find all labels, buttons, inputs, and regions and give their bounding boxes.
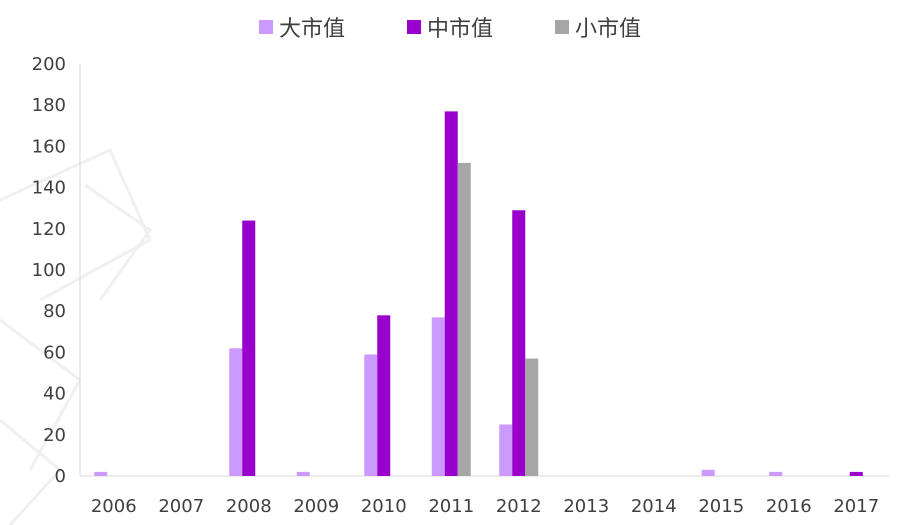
bar [229, 348, 243, 476]
watermark-stroke [84, 183, 153, 301]
x-tick-label: 2008 [226, 496, 272, 517]
bar [431, 317, 445, 476]
legend-swatch-large-cap [258, 20, 273, 34]
y-tick-label: 80 [43, 301, 66, 322]
y-tick-label: 20 [43, 425, 66, 446]
chart-legend: 大市值 中市值 小市值 [0, 10, 900, 44]
bar [525, 358, 539, 476]
bar [94, 471, 108, 476]
bar [377, 315, 391, 476]
x-tick-label: 2017 [833, 496, 879, 517]
bar [296, 471, 310, 476]
legend-swatch-small-cap [555, 20, 569, 34]
bar [499, 424, 513, 476]
x-tick-label: 2011 [428, 496, 474, 517]
x-tick-label: 2006 [91, 496, 137, 517]
y-tick-label: 160 [32, 136, 66, 157]
y-tick-label: 120 [32, 219, 66, 240]
x-tick-label: 2013 [563, 496, 609, 517]
bar [457, 162, 471, 476]
watermark-stroke [0, 148, 152, 302]
bar [444, 111, 458, 476]
bar [242, 220, 256, 476]
x-tick-label: 2010 [361, 496, 407, 517]
bar [364, 354, 378, 476]
y-tick-label: 100 [32, 260, 66, 281]
y-tick-label: 40 [43, 384, 66, 405]
y-tick-label: 140 [32, 178, 66, 199]
watermark-stroke [0, 318, 82, 471]
legend-item-small-cap: 小市值 [555, 11, 641, 43]
bar [769, 471, 783, 476]
bar [701, 469, 715, 476]
watermark-stroke [0, 418, 63, 525]
x-tick-label: 2014 [631, 496, 677, 517]
legend-label-small-cap: 小市值 [575, 17, 642, 42]
bar [512, 210, 526, 476]
x-tick-label: 2016 [766, 496, 812, 517]
legend-item-large-cap: 大市值 [258, 11, 345, 43]
legend-item-mid-cap: 中市值 [406, 11, 493, 43]
x-tick-label: 2009 [293, 496, 339, 517]
y-tick-label: 180 [32, 95, 66, 116]
x-tick-label: 2012 [496, 496, 542, 517]
y-tick-label: 0 [55, 466, 66, 487]
x-tick-label: 2007 [158, 496, 204, 517]
legend-label-large-cap: 大市值 [278, 17, 345, 42]
y-tick-label: 60 [43, 342, 66, 363]
y-tick-label: 200 [32, 54, 66, 75]
legend-swatch-mid-cap [406, 20, 421, 34]
legend-label-mid-cap: 中市值 [426, 17, 493, 42]
x-tick-label: 2015 [698, 496, 744, 517]
bar [849, 471, 863, 476]
watermark [0, 148, 153, 525]
